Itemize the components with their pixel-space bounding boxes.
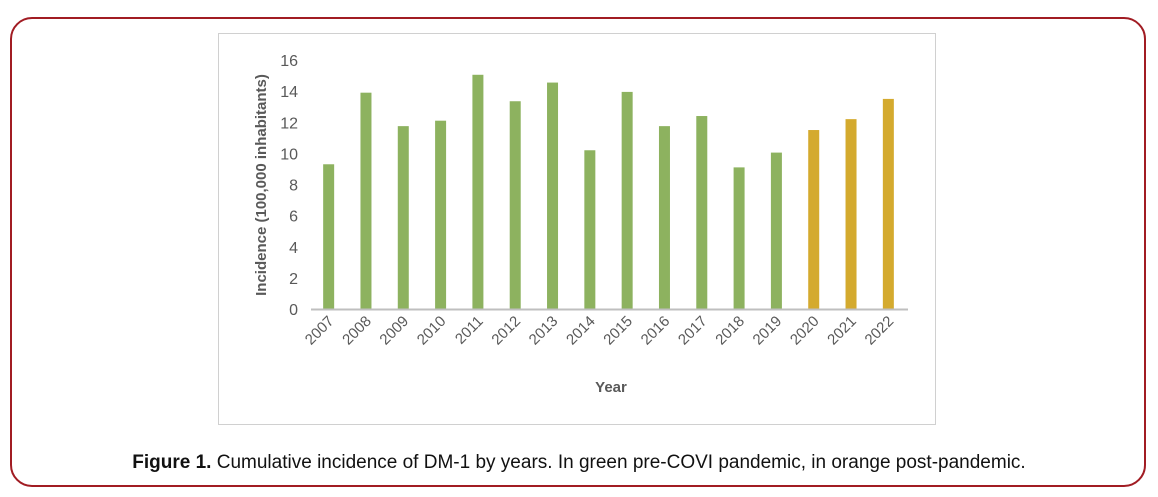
x-tick-label: 2020 (787, 313, 823, 349)
x-tick-label: 2009 (376, 313, 412, 349)
bar-2018 (733, 167, 745, 309)
y-tick-label: 4 (289, 240, 298, 257)
bar-2015 (621, 91, 633, 309)
y-tick-label: 8 (289, 178, 298, 195)
x-tick-label: 2013 (526, 313, 562, 349)
bar-2010 (435, 120, 447, 309)
x-axis-label: Year (595, 379, 627, 396)
x-tick-label: 2021 (824, 313, 860, 349)
x-tick-label: 2016 (638, 313, 674, 349)
y-tick-label: 2 (289, 271, 298, 288)
y-tick-label: 12 (280, 115, 298, 132)
y-tick-label: 16 (280, 53, 298, 70)
bar-2012 (509, 101, 521, 309)
x-tick-label: 2014 (563, 313, 599, 349)
caption-text: Cumulative incidence of DM-1 by years. I… (211, 452, 1026, 473)
bar-2013 (547, 82, 559, 309)
y-tick-label: 6 (289, 209, 298, 226)
x-tick-label: 2019 (750, 313, 786, 349)
bar-2020 (808, 130, 820, 309)
y-tick-label: 0 (289, 302, 298, 319)
y-tick-label: 14 (280, 84, 298, 101)
y-axis-label: Incidence (100,000 inhabitants) (253, 74, 270, 296)
bar-2007 (323, 164, 335, 309)
y-tick-label: 10 (280, 146, 298, 163)
bar-2021 (845, 119, 857, 309)
x-tick-label: 2010 (414, 313, 450, 349)
bar-2009 (397, 126, 409, 309)
x-tick-label: 2015 (600, 313, 636, 349)
x-tick-label: 2007 (302, 313, 338, 349)
bar-2008 (360, 92, 372, 310)
bar-2016 (658, 126, 670, 309)
x-tick-label: 2012 (488, 313, 524, 349)
bar-2014 (584, 150, 596, 309)
x-tick-label: 2017 (675, 313, 711, 349)
x-tick-label: 2022 (862, 313, 898, 349)
bar-2022 (882, 98, 894, 309)
x-tick-label: 2011 (452, 313, 487, 348)
figure-frame (10, 17, 1146, 487)
bar-2019 (770, 152, 782, 309)
x-tick-label: 2018 (712, 313, 748, 349)
chart-box (218, 33, 936, 425)
figure-caption: Figure 1. Cumulative incidence of DM-1 b… (0, 452, 1158, 474)
bar-2017 (696, 116, 708, 310)
x-tick-label: 2008 (339, 313, 375, 349)
bar-2011 (472, 74, 484, 309)
caption-label: Figure 1. (132, 452, 212, 473)
